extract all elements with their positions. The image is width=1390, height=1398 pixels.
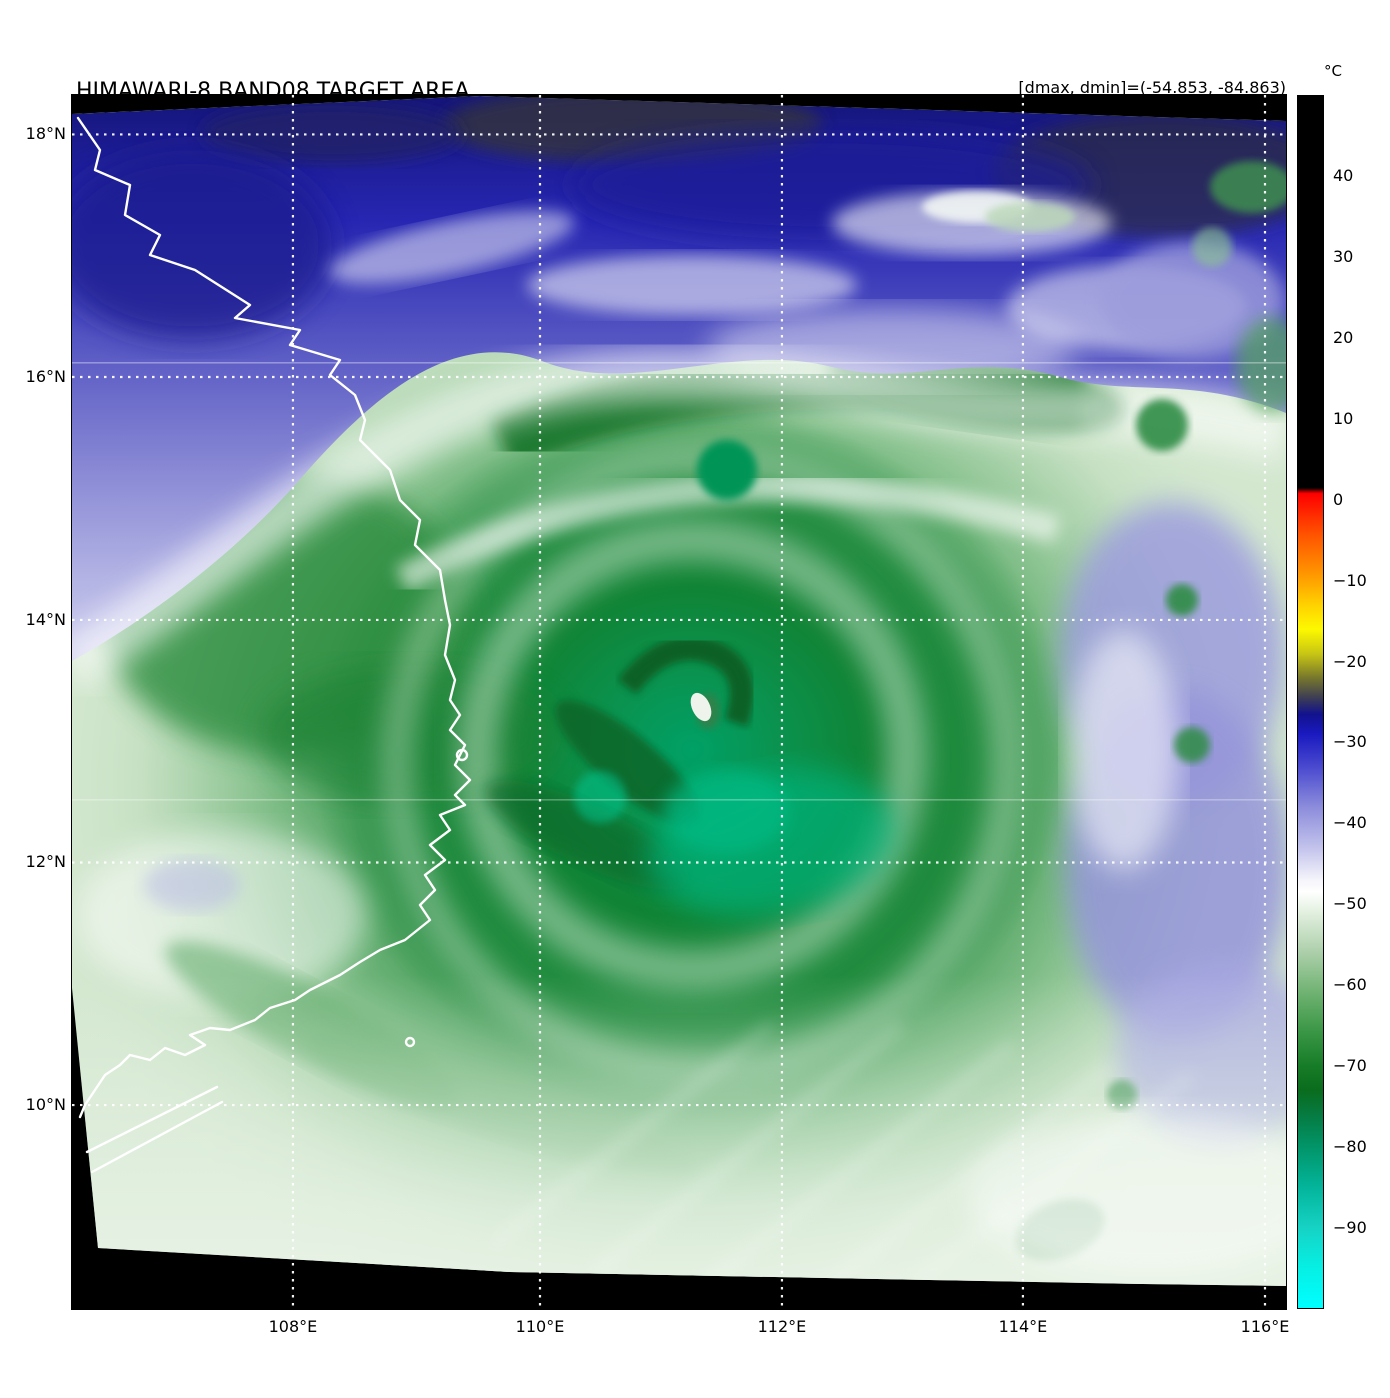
colorbar-tick-label: 0 [1333, 489, 1344, 509]
colorbar-tick-label: −10 [1333, 570, 1367, 590]
latitude-tick-label: 14°N [25, 609, 66, 629]
colorbar-tick-label: 40 [1333, 165, 1354, 185]
colorbar-tick-label: −30 [1333, 732, 1367, 752]
colorbar-tick-label: −20 [1333, 651, 1367, 671]
latitude-tick-label: 10°N [25, 1095, 66, 1115]
colorbar-tick-label: −70 [1333, 1056, 1367, 1076]
colorbar-tick-label: −90 [1333, 1218, 1367, 1238]
colorbar-tick-label: −50 [1333, 894, 1367, 914]
latitude-tick-label: 12°N [25, 852, 66, 872]
satellite-image [72, 95, 1286, 1309]
page: { "header": { "title_line1": "HIMAWARI-8… [25, 62, 1367, 1398]
colorbar-tick-label: −40 [1333, 813, 1367, 833]
colorbar [1297, 95, 1324, 1309]
longitude-tick-label: 112°E [757, 1317, 807, 1336]
longitude-tick-label: 110°E [515, 1317, 565, 1336]
latitude-tick-label: 18°N [25, 124, 66, 144]
colorbar-tick-label: −60 [1333, 975, 1367, 995]
dmax-dmin-readout: [dmax, dmin]=(-54.853, -84.863) [1018, 78, 1286, 97]
satellite-map-panel: Copyright © 2020-2025 Dapiya [71, 94, 1287, 1398]
colorbar-tick-label: 20 [1333, 327, 1354, 347]
graticule-gridlines [72, 95, 1286, 1309]
copyright-watermark: Copyright © 2020-2025 Dapiya [152, 1376, 498, 1398]
imagery-layers [72, 96, 1286, 1286]
title-line-1: HIMAWARI-8 BAND08 TARGET AREA [76, 79, 470, 104]
latitude-tick-label: 16°N [25, 367, 66, 386]
coastline [76, 116, 472, 1174]
colorbar-tick-label: 30 [1333, 246, 1354, 266]
longitude-tick-label: 108°E [268, 1317, 318, 1336]
colorbar-unit-label: °C [1324, 62, 1342, 80]
longitude-tick-label: 114°E [998, 1317, 1048, 1336]
longitude-tick-label: 116°E [1240, 1317, 1290, 1336]
colorbar-tick-label: −80 [1333, 1137, 1367, 1157]
colorbar-tick-label: 10 [1333, 408, 1354, 428]
